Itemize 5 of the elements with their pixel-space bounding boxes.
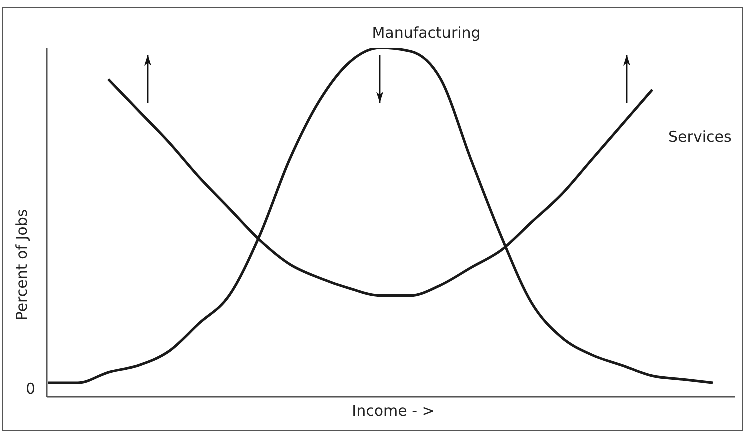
series-label: Manufacturing [372,24,481,42]
text: Services [668,128,732,146]
y-axis-title: Percent of Jobs [13,209,31,321]
text: 0 [26,380,36,398]
x-axis-title: Income - > [351,402,436,420]
